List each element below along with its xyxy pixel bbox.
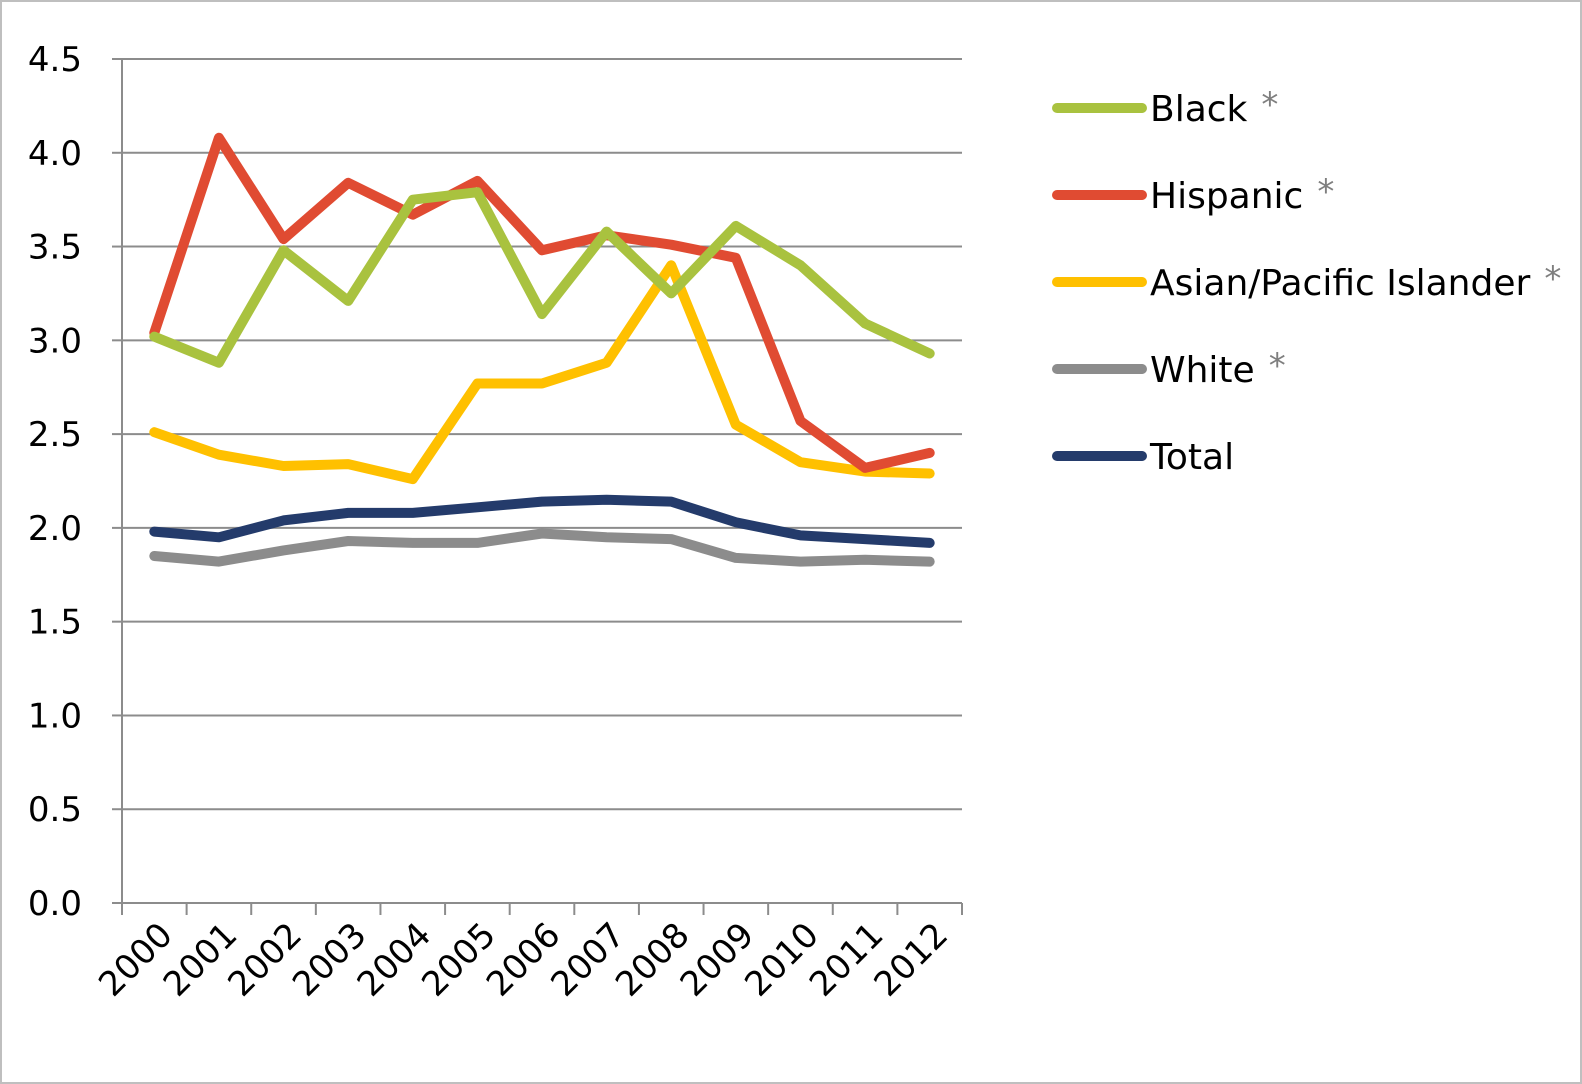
y-tick-label: 3.5 xyxy=(28,228,82,268)
series-lines xyxy=(149,132,935,567)
x-tick-label: 2010 xyxy=(737,915,826,1004)
series-line-black xyxy=(149,187,935,368)
y-tick-label: 4.5 xyxy=(28,40,82,80)
x-tick-label: 2012 xyxy=(867,915,956,1004)
series-line-white xyxy=(149,528,935,567)
x-tick-label: 2007 xyxy=(544,915,633,1004)
axes xyxy=(112,58,963,915)
legend-star-black: * xyxy=(1261,85,1278,125)
series-line-total xyxy=(149,494,935,548)
legend-label-total: Total xyxy=(1149,437,1234,478)
legend-label-hispanic: Hispanic xyxy=(1150,176,1303,217)
x-tick-label: 2005 xyxy=(414,915,503,1004)
legend-star-hispanic: * xyxy=(1317,172,1334,212)
y-tick-label: 1.5 xyxy=(28,603,82,643)
y-tick-label: 0.0 xyxy=(28,884,82,924)
x-tick-label: 2006 xyxy=(479,915,568,1004)
legend: Black * Hispanic * Asian/Pacific Islander * Wh… xyxy=(1052,85,1561,478)
y-tick-label: 3.0 xyxy=(28,321,82,361)
y-tick-label: 1.0 xyxy=(28,696,82,736)
y-tick-labels: 0.0 0.5 1.0 1.5 2.0 2.5 3.0 3.5 4.0 4.5 xyxy=(28,40,82,924)
legend-star-asian-pacific-islander: * xyxy=(1544,259,1561,299)
legend-star-white: * xyxy=(1269,346,1286,386)
x-tick-label: 2002 xyxy=(220,915,309,1004)
legend-label-white: White xyxy=(1150,350,1255,391)
x-tick-label: 2011 xyxy=(802,915,891,1004)
y-tick-label: 0.5 xyxy=(28,790,82,830)
x-tick-label: 2000 xyxy=(91,915,180,1004)
y-tick-label: 2.0 xyxy=(28,509,82,549)
x-tick-label: 2004 xyxy=(350,915,439,1004)
x-tick-label: 2008 xyxy=(608,915,697,1004)
legend-label-asian-pacific-islander: Asian/Pacific Islander xyxy=(1150,263,1531,304)
legend-label-black: Black xyxy=(1150,89,1248,130)
series-line-hispanic xyxy=(149,132,935,473)
series-line-asian-pacific-islander xyxy=(149,260,935,485)
x-tick-label: 2009 xyxy=(673,915,762,1004)
x-tick-label: 2001 xyxy=(156,915,245,1004)
x-tick-label: 2003 xyxy=(285,915,374,1004)
grid-lines xyxy=(122,58,962,811)
y-tick-label: 2.5 xyxy=(28,415,82,455)
x-tick-labels: 2000200120022003200420052006200720082009… xyxy=(91,915,956,1004)
y-tick-label: 4.0 xyxy=(28,134,82,174)
